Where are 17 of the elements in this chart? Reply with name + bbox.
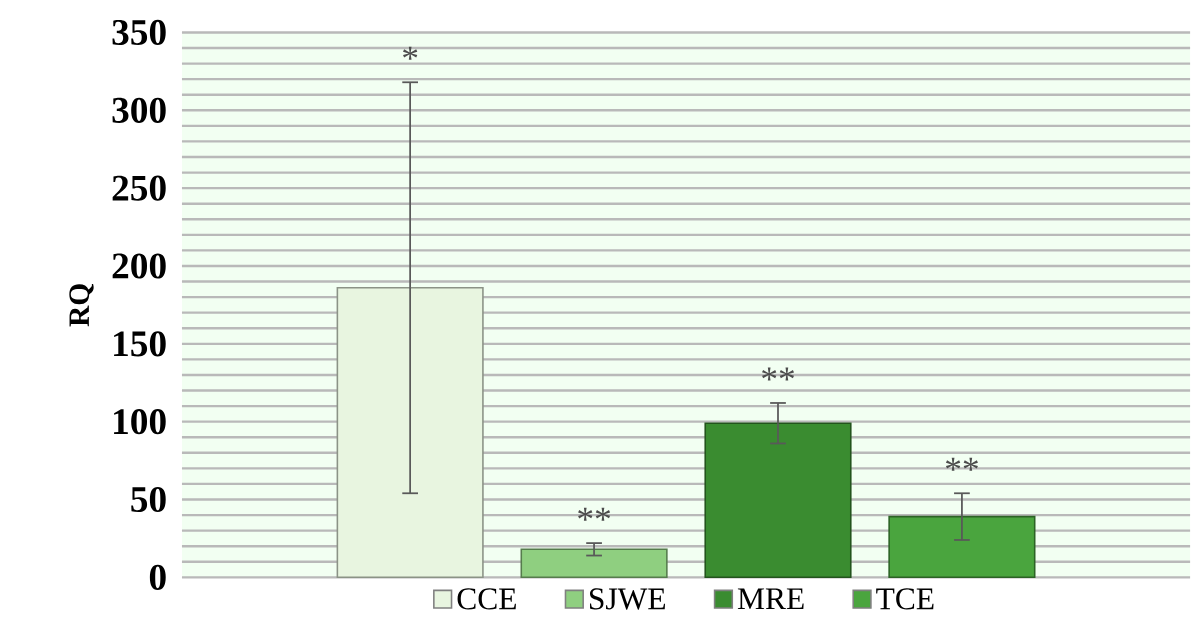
legend-label: MRE [737, 588, 804, 610]
y-tick-label: 300 [112, 97, 166, 124]
y-tick-label: 250 [112, 175, 166, 201]
y-tick-label: 0 [149, 564, 166, 591]
y-tick-label: 200 [112, 253, 166, 279]
legend-label: CCE [457, 588, 516, 610]
legend-label: TCE [876, 588, 934, 610]
annotation: ** [945, 458, 978, 472]
y-tick-label: 150 [114, 331, 166, 357]
y-tick-label: 100 [114, 409, 166, 435]
y-tick-label: 50 [131, 487, 166, 513]
annotation: * [403, 47, 418, 61]
legend-label: SJWE [590, 588, 665, 610]
y-tick-label: 350 [112, 20, 166, 46]
annotation: ** [762, 367, 795, 381]
annotation: ** [578, 507, 611, 521]
y-axis-title: RQ [69, 284, 94, 327]
